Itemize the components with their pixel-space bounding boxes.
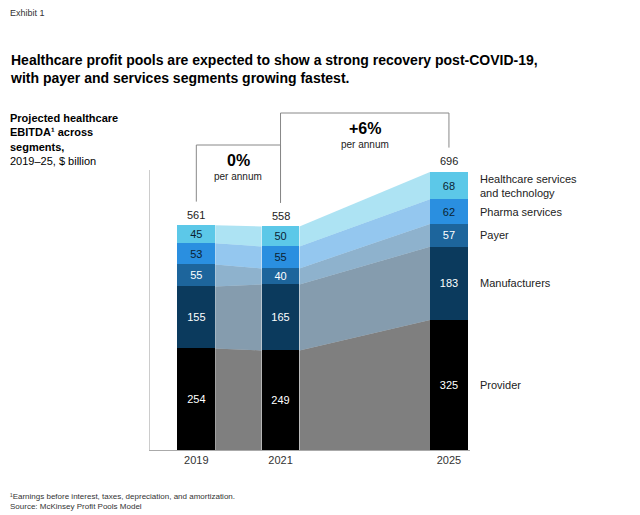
svg-text:per annum: per annum (214, 171, 262, 182)
svg-text:45: 45 (190, 228, 202, 240)
svg-text:+6%: +6% (349, 120, 381, 137)
svg-text:0%: 0% (227, 152, 250, 169)
svg-text:Payer: Payer (480, 229, 509, 241)
svg-text:57: 57 (443, 229, 455, 241)
svg-text:55: 55 (274, 251, 286, 263)
svg-text:68: 68 (443, 180, 455, 192)
svg-text:165: 165 (271, 311, 289, 323)
svg-text:Healthcare profit pools are ex: Healthcare profit pools are expected to … (10, 52, 538, 86)
svg-text:2025: 2025 (437, 454, 461, 466)
svg-text:155: 155 (187, 311, 205, 323)
svg-text:561: 561 (187, 209, 205, 221)
svg-text:Provider: Provider (480, 379, 521, 391)
svg-text:Pharma services: Pharma services (480, 206, 562, 218)
svg-text:53: 53 (190, 248, 202, 260)
svg-text:Manufacturers: Manufacturers (480, 277, 551, 289)
svg-text:254: 254 (187, 393, 205, 405)
svg-text:40: 40 (274, 270, 286, 282)
svg-text:Healthcare servicesand technol: Healthcare servicesand technology (480, 173, 577, 199)
svg-text:2021: 2021 (268, 454, 292, 466)
svg-text:249: 249 (271, 394, 289, 406)
svg-text:Projected healthcareEBITDA¹ ac: Projected healthcareEBITDA¹ acrosssegmen… (10, 112, 118, 167)
svg-text:¹Earnings before interest, tax: ¹Earnings before interest, taxes, deprec… (10, 492, 235, 511)
svg-text:62: 62 (443, 206, 455, 218)
svg-text:per annum: per annum (341, 139, 389, 150)
svg-text:183: 183 (440, 277, 458, 289)
svg-text:Exhibit 1: Exhibit 1 (10, 8, 45, 18)
svg-text:325: 325 (440, 379, 458, 391)
svg-text:50: 50 (274, 230, 286, 242)
svg-text:2019: 2019 (184, 454, 208, 466)
svg-text:55: 55 (190, 269, 202, 281)
svg-text:558: 558 (272, 210, 290, 222)
svg-text:696: 696 (440, 155, 458, 167)
